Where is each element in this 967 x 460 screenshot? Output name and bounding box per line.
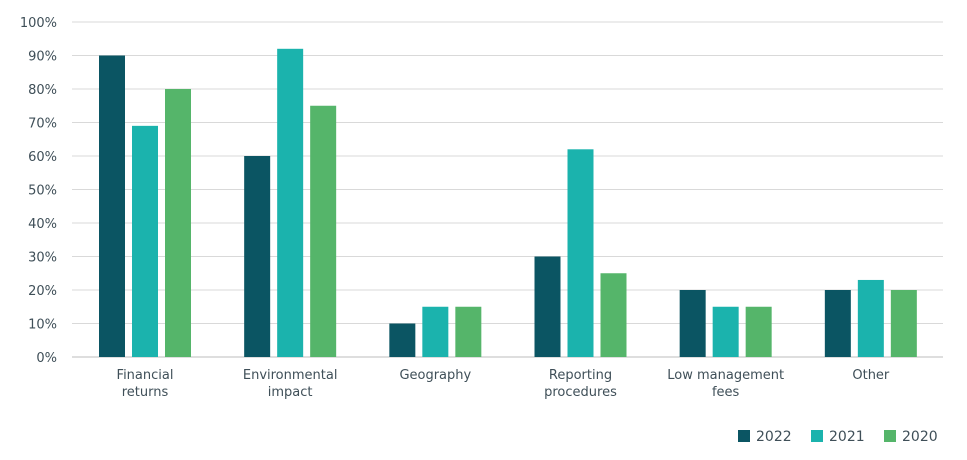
y-tick-label: 40% — [28, 217, 57, 232]
bars — [99, 48, 917, 358]
y-axis-ticks: 0% 10% 20% 30% 40% 50% 60% 70% 80% 90% 100% — [20, 16, 57, 366]
category-label: Environmental — [243, 368, 338, 383]
bar-2022 — [679, 290, 706, 357]
legend-swatch-2022 — [738, 430, 750, 442]
category-label: impact — [268, 385, 313, 400]
bar-2021 — [712, 306, 739, 357]
bar-2020 — [745, 306, 772, 357]
bar-2022 — [99, 55, 125, 357]
bar-2021 — [567, 149, 594, 357]
y-tick-label: 10% — [28, 318, 57, 333]
bar-2020 — [165, 89, 191, 357]
legend: 2022 2021 2020 — [738, 429, 938, 445]
bar-2020 — [600, 273, 627, 357]
bar-2021 — [132, 125, 158, 357]
y-tick-label: 0% — [36, 351, 57, 366]
legend-label: 2021 — [829, 429, 865, 445]
bar-2022 — [824, 290, 851, 357]
category-label: returns — [122, 385, 169, 400]
y-tick-label: 90% — [28, 50, 57, 65]
category-label: Reporting — [549, 368, 612, 383]
bar-2022 — [389, 323, 416, 357]
grid-lines — [72, 21, 943, 358]
category-label: Other — [852, 368, 890, 383]
bar-2021 — [277, 48, 304, 358]
category-label: Financial — [117, 368, 174, 383]
bar-2020 — [890, 290, 917, 357]
category-label: procedures — [544, 385, 617, 400]
bar-2020 — [455, 306, 482, 357]
legend-swatch-2021 — [811, 430, 823, 442]
bar-2022 — [244, 156, 271, 357]
legend-swatch-2020 — [884, 430, 896, 442]
legend-label: 2020 — [902, 429, 938, 445]
y-tick-label: 100% — [20, 16, 57, 31]
y-tick-label: 20% — [28, 284, 57, 299]
legend-label: 2022 — [756, 429, 792, 445]
category-label: fees — [712, 385, 740, 400]
category-label: Geography — [399, 368, 471, 383]
bar-2021 — [422, 306, 449, 357]
bar-2022 — [534, 256, 561, 357]
bar-2020 — [310, 105, 337, 357]
y-tick-label: 50% — [28, 184, 57, 199]
y-tick-label: 80% — [28, 83, 57, 98]
y-tick-label: 60% — [28, 150, 57, 165]
y-tick-label: 30% — [28, 251, 57, 266]
bar-2021 — [857, 279, 884, 357]
x-axis-categories: Financial returns Environmental impact Geogr… — [117, 368, 890, 400]
category-label: Low management — [667, 368, 784, 383]
y-tick-label: 70% — [28, 117, 57, 132]
